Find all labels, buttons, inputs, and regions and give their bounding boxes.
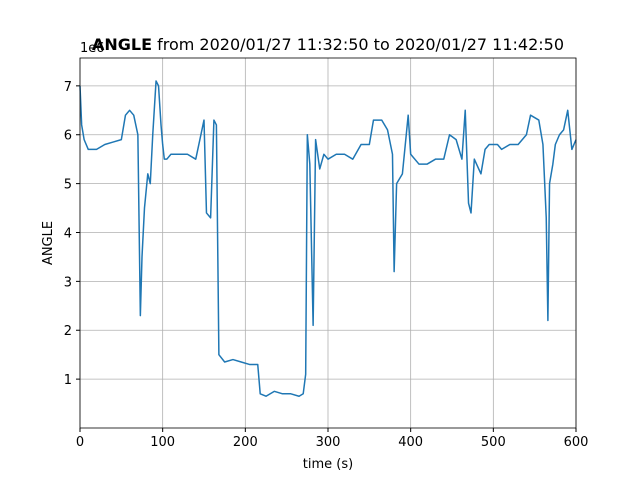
data-line	[79, 80, 577, 397]
plot-frame	[79, 57, 577, 429]
x-tick-label: 600	[564, 435, 589, 450]
y-tick-label: 3	[64, 275, 72, 290]
chart-title: ANGLE from 2020/01/27 11:32:50 to 2020/0…	[92, 35, 564, 54]
y-tick-label: 2	[64, 324, 72, 339]
y-axis-label: ANGLE	[41, 221, 56, 265]
x-tick-label: 500	[481, 435, 506, 450]
chart-title-rest: from 2020/01/27 11:32:50 to 2020/01/27 1…	[157, 35, 564, 54]
x-tick-label: 200	[233, 435, 258, 450]
x-tick-label: 0	[76, 435, 84, 450]
x-axis-label: time (s)	[303, 457, 353, 472]
y-tick-label: 1	[64, 373, 72, 388]
y-tick-label: 6	[64, 129, 72, 144]
y-tick-label: 4	[64, 226, 72, 241]
x-tick-label: 100	[150, 435, 175, 450]
chart-title-bold: ANGLE	[92, 35, 152, 54]
y-offset-label: 1e6	[80, 41, 105, 56]
x-tick-label: 300	[316, 435, 341, 450]
x-tick-label: 400	[398, 435, 423, 450]
y-tick-label: 7	[64, 80, 72, 95]
y-tick-label: 5	[64, 178, 72, 193]
